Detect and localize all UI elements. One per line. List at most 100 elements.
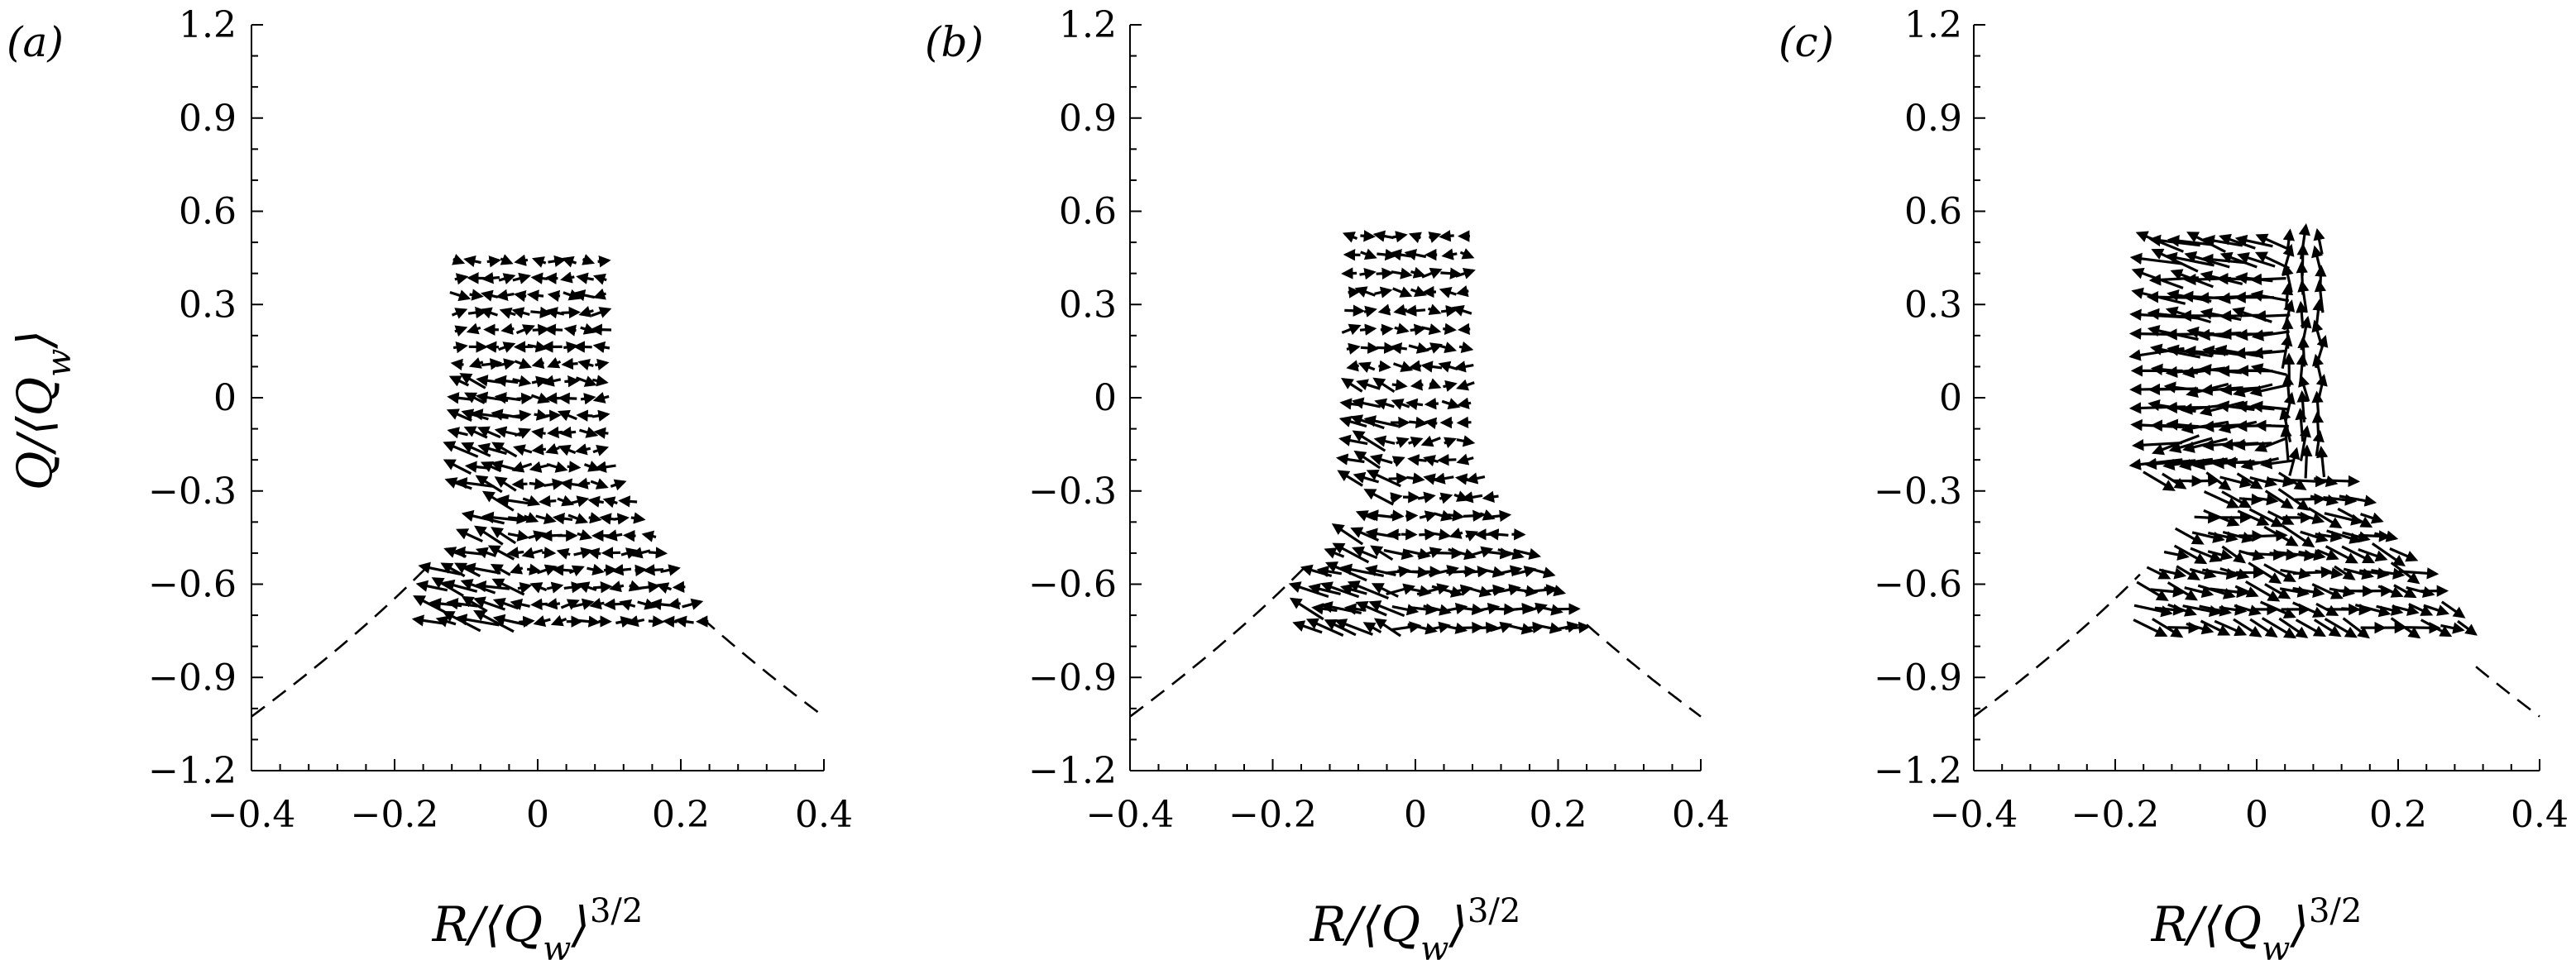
quiver-arrow xyxy=(531,375,548,388)
quiver-arrow xyxy=(2255,233,2290,251)
quiver-arrow xyxy=(492,614,528,627)
quiver-arrow xyxy=(542,375,562,387)
quiver-arrow xyxy=(1417,491,1436,504)
quiver-arrow xyxy=(1433,472,1454,485)
quiver-arrow xyxy=(560,271,575,284)
quiver-arrow xyxy=(1338,434,1368,447)
quiver-arrow xyxy=(559,426,577,439)
quiver-arrow xyxy=(667,597,681,610)
quiver-arrow xyxy=(2186,622,2214,635)
quiver-arrow xyxy=(2300,530,2329,543)
quiver-arrow xyxy=(1428,565,1460,577)
quiver-arrow xyxy=(1360,341,1380,354)
quiver-arrow xyxy=(1482,490,1499,503)
panel-b-ytick-label: 1.2 xyxy=(1059,4,1117,46)
quiver-arrow xyxy=(2297,279,2310,313)
quiver-arrow xyxy=(2296,512,2325,525)
quiver-arrow xyxy=(494,476,517,492)
quiver-arrow xyxy=(1439,492,1453,504)
quiver-arrow xyxy=(580,393,596,405)
quiver-arrow xyxy=(1373,435,1396,447)
quiver-arrow xyxy=(2251,346,2286,360)
quiver-arrow xyxy=(1366,470,1401,488)
panel-a-ytick-label: 1.2 xyxy=(179,4,237,46)
quiver-arrow xyxy=(1565,621,1591,634)
quiver-arrow xyxy=(2339,494,2377,507)
panel-b-boundary-curve xyxy=(1129,566,1702,718)
quiver-arrow xyxy=(1439,341,1458,354)
quiver-arrow xyxy=(2233,618,2262,638)
quiver-arrow xyxy=(545,598,561,610)
quiver-arrow xyxy=(498,341,516,353)
quiver-arrow xyxy=(599,513,616,525)
quiver-arrow xyxy=(1493,565,1523,577)
quiver-arrow xyxy=(682,598,704,610)
quiver-arrow xyxy=(2190,547,2223,562)
quiver-arrow xyxy=(2392,604,2420,616)
panel-a-xtick-label: −0.4 xyxy=(208,794,296,836)
quiver-arrow xyxy=(628,580,642,592)
quiver-arrow xyxy=(2301,444,2313,479)
quiver-arrow xyxy=(513,290,527,303)
quiver-arrow xyxy=(615,616,634,628)
quiver-arrow xyxy=(2205,471,2232,491)
panel-c-quiver xyxy=(2128,222,2478,639)
quiver-arrow xyxy=(2234,585,2259,598)
quiver-arrow xyxy=(2259,600,2296,619)
quiver-arrow xyxy=(2202,567,2239,580)
quiver-arrow xyxy=(2358,567,2390,580)
quiver-arrow xyxy=(1441,248,1458,260)
quiver-arrow xyxy=(2263,525,2299,547)
quiver-arrow xyxy=(2440,622,2465,634)
quiver-arrow xyxy=(443,441,479,458)
quiver-arrow xyxy=(1434,509,1453,522)
quiver-arrow xyxy=(592,375,609,387)
quiver-arrow xyxy=(1411,603,1439,616)
quiver-arrow xyxy=(1337,470,1363,487)
quiver-arrow xyxy=(2323,494,2358,506)
quiver-arrow xyxy=(1353,471,1380,484)
panel-b-ytick-label: −0.9 xyxy=(1028,657,1117,699)
quiver-arrow xyxy=(461,442,491,457)
quiver-arrow xyxy=(517,582,533,595)
quiver-arrow xyxy=(2182,604,2222,618)
panel-c-xtick-label: −0.2 xyxy=(2071,794,2160,836)
panel-a-label: (a) xyxy=(7,18,64,66)
quiver-arrow xyxy=(662,615,678,628)
quiver-arrow xyxy=(496,358,516,370)
quiver-arrow xyxy=(1341,267,1357,279)
quiver-arrow xyxy=(2315,530,2343,542)
quiver-arrow xyxy=(1458,322,1471,336)
quiver-arrow xyxy=(531,256,547,268)
quiver-arrow xyxy=(591,409,610,422)
quiver-arrow xyxy=(454,325,468,337)
quiver-arrow xyxy=(1428,232,1442,243)
quiver-arrow xyxy=(2358,547,2388,562)
quiver-arrow xyxy=(1391,604,1420,616)
quiver-arrow xyxy=(2249,618,2278,638)
quiver-arrow xyxy=(1388,472,1409,485)
quiver-arrow xyxy=(491,578,525,596)
quiver-arrow xyxy=(2249,273,2286,286)
quiver-arrow xyxy=(2199,604,2233,617)
quiver-arrow xyxy=(1373,618,1401,638)
quiver-arrow xyxy=(2267,510,2295,525)
quiver-arrow xyxy=(2420,619,2453,638)
quiver-arrow xyxy=(2393,584,2417,599)
panel-c-y-ticks xyxy=(1974,24,1985,771)
panel-a-xtick-label: 0.4 xyxy=(795,794,853,836)
quiver-arrow xyxy=(1454,473,1468,485)
quiver-arrow xyxy=(1368,600,1405,618)
quiver-arrow xyxy=(2214,619,2248,637)
quiver-arrow xyxy=(511,461,533,473)
panel-c-x-axis-title: R/⟨Qw⟩3/2 xyxy=(2151,892,2363,960)
quiver-arrow xyxy=(648,547,668,559)
quiver-arrow xyxy=(2250,289,2290,303)
quiver-arrow xyxy=(2315,446,2329,478)
quiver-arrow xyxy=(2359,512,2384,524)
quiver-arrow xyxy=(590,323,612,336)
quiver-arrow xyxy=(1390,492,1403,504)
quiver-arrow xyxy=(480,289,499,302)
quiver-arrow xyxy=(1371,583,1399,598)
